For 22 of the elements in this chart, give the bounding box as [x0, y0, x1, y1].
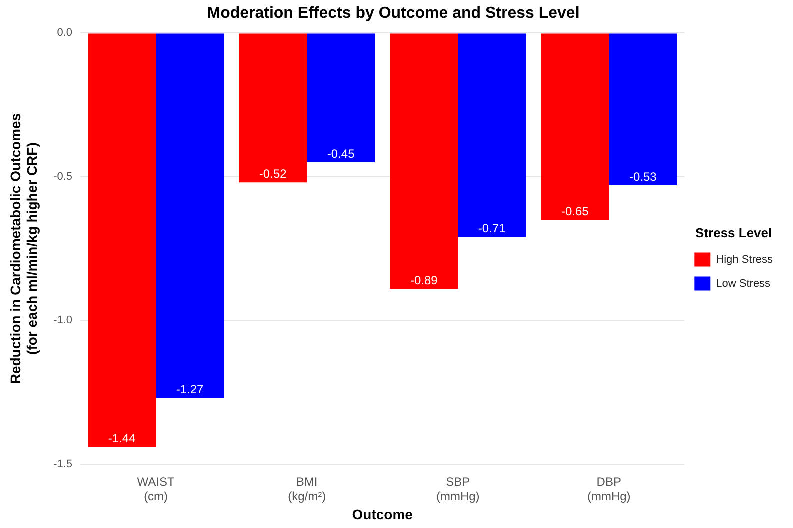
- data-label: -0.52: [259, 166, 288, 181]
- y-tick-label: 0.0: [57, 27, 73, 40]
- data-label: -1.44: [108, 431, 136, 446]
- x-tick-label: BMI (kg/m²): [288, 474, 326, 504]
- x-tick-label: SBP (mmHg): [436, 474, 480, 504]
- y-axis-title: Reduction in Cardiometabolic Outcomes (for each ml/min/kg higher CRF): [7, 113, 40, 384]
- data-label: -0.89: [410, 273, 438, 288]
- y-tick-label: -1.5: [54, 458, 73, 470]
- chart-title: Moderation Effects by Outcome and Stress Level: [207, 5, 580, 22]
- y-tick-label: -1.0: [54, 314, 73, 327]
- data-label: -1.27: [176, 382, 204, 397]
- data-label: -0.45: [327, 146, 356, 161]
- x-tick-label: DBP (mmHg): [587, 474, 631, 504]
- data-label: -0.71: [478, 222, 506, 236]
- legend-label: High Stress: [716, 254, 774, 266]
- x-tick-label: WAIST (cm): [137, 474, 176, 504]
- data-label: -0.53: [629, 170, 658, 184]
- legend-title: Stress Level: [696, 225, 772, 240]
- y-tick-label: -0.5: [54, 170, 73, 183]
- legend-label: Low Stress: [716, 278, 772, 290]
- x-axis-title: Outcome: [352, 506, 414, 522]
- data-label: -0.65: [561, 204, 590, 218]
